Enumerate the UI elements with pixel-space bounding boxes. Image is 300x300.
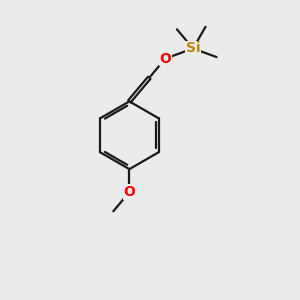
Text: O: O <box>159 52 171 66</box>
Text: Si: Si <box>186 41 200 56</box>
Text: O: O <box>124 185 135 199</box>
